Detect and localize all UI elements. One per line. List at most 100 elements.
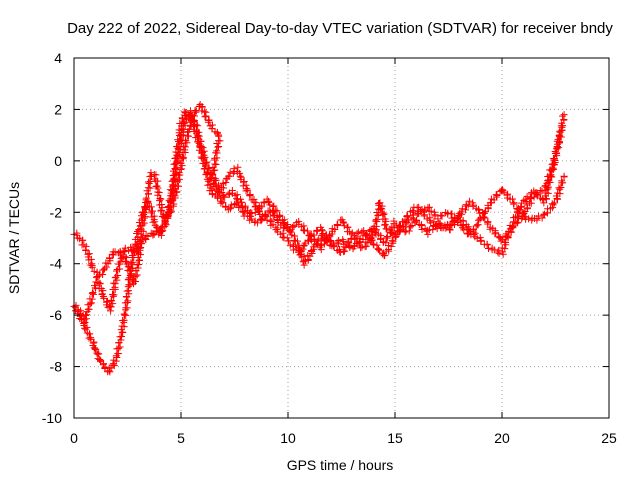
data-point: [96, 280, 104, 288]
data-point: [163, 214, 171, 222]
data-point: [283, 234, 291, 242]
data-point: [81, 315, 89, 323]
data-point: [304, 256, 312, 264]
data-point: [106, 255, 114, 263]
data-point: [560, 172, 568, 180]
data-point: [148, 207, 156, 215]
data-point: [95, 350, 103, 358]
data-point: [388, 237, 396, 245]
data-point: [147, 172, 155, 180]
data-point: [100, 294, 108, 302]
data-point: [540, 210, 548, 218]
data-point: [535, 212, 543, 220]
data-point: [124, 297, 132, 305]
data-point: [123, 299, 131, 307]
data-point: [555, 144, 563, 152]
data-point: [136, 256, 144, 264]
data-point: [111, 280, 119, 288]
data-point: [114, 271, 122, 279]
data-point: [100, 360, 108, 368]
data-point: [331, 226, 339, 234]
data-point: [540, 199, 548, 207]
data-point: [362, 231, 370, 239]
data-point: [190, 112, 198, 120]
data-point: [225, 172, 233, 180]
data-point: [82, 325, 90, 333]
data-point: [139, 209, 147, 217]
data-point: [90, 344, 98, 352]
data-point: [127, 270, 135, 278]
data-point: [236, 169, 244, 177]
data-point: [240, 177, 248, 185]
data-point: [431, 211, 439, 219]
data-point: [157, 207, 165, 215]
data-point: [114, 350, 122, 358]
data-point: [379, 209, 387, 217]
data-point: [334, 220, 342, 228]
data-point: [421, 205, 429, 213]
data-point: [417, 221, 425, 229]
data-point: [283, 225, 291, 233]
data-point: [237, 198, 245, 206]
data-point: [401, 220, 409, 228]
data-point: [519, 212, 527, 220]
data-point: [144, 190, 152, 198]
data-point: [474, 221, 482, 229]
data-point: [216, 189, 224, 197]
data-point: [442, 224, 450, 232]
data-point: [357, 244, 365, 252]
data-point: [340, 240, 348, 248]
data-point: [555, 132, 563, 140]
data-point: [545, 176, 553, 184]
data-point: [513, 218, 521, 226]
grid: [74, 58, 609, 418]
data-point: [170, 200, 178, 208]
data-point: [99, 287, 107, 295]
data-point: [121, 311, 129, 319]
data-point: [409, 207, 417, 215]
plot-frame: [73, 57, 610, 419]
data-point: [214, 143, 222, 151]
data-point: [318, 226, 326, 234]
data-point: [147, 209, 155, 217]
data-point: [209, 170, 217, 178]
data-point: [142, 194, 150, 202]
data-point: [382, 217, 390, 225]
data-point: [376, 247, 384, 255]
data-point: [372, 229, 380, 237]
data-point: [306, 232, 314, 240]
data-point: [202, 112, 210, 120]
data-point: [558, 177, 566, 185]
data-point: [438, 212, 446, 220]
data-point: [85, 334, 93, 342]
data-point: [429, 226, 437, 234]
data-point: [290, 236, 298, 244]
data-point: [122, 304, 130, 312]
data-point: [556, 185, 564, 193]
y-tick-label: 4: [54, 50, 62, 66]
data-point: [88, 299, 96, 307]
data-point: [554, 195, 562, 203]
data-point: [460, 226, 468, 234]
data-point: [475, 205, 483, 213]
data-point: [89, 289, 97, 297]
data-point: [326, 241, 334, 249]
data-point: [233, 195, 241, 203]
data-point: [133, 261, 141, 269]
data-point: [178, 125, 186, 133]
x-axis-ticks: 0 5 10 15 20 25: [70, 58, 617, 446]
data-point: [390, 217, 398, 225]
data-point: [500, 188, 508, 196]
data-point: [538, 187, 546, 195]
data-point: [401, 228, 409, 236]
data-point: [499, 236, 507, 244]
data-point: [177, 166, 185, 174]
data-point: [201, 113, 209, 121]
data-point: [175, 182, 183, 190]
data-point: [266, 201, 274, 209]
data-point: [360, 227, 368, 235]
data-point: [175, 169, 183, 177]
data-point: [454, 218, 462, 226]
data-point: [109, 290, 117, 298]
